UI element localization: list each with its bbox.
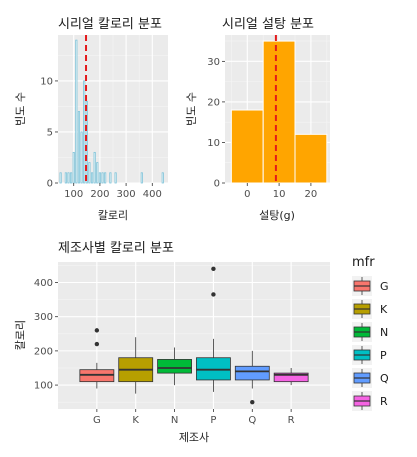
manufacturer-boxplot-x-tick-label: R — [288, 415, 295, 426]
sugar-histogram: 0 10 20 0 10 20 30 시리얼 설탕 분포 설탕(g) 빈도 수 — [185, 17, 330, 222]
legend-item-K: K — [352, 299, 388, 319]
calorie-histogram-bar — [101, 172, 104, 184]
calorie-histogram-bar — [93, 151, 96, 184]
calorie-histogram-bar — [96, 162, 99, 184]
calorie-histogram-bar — [83, 80, 86, 184]
boxplot-box — [234, 365, 270, 381]
calorie-histogram-bar — [88, 162, 91, 184]
calorie-histogram-bar — [70, 172, 73, 184]
sugar-histogram-y-tick-label: 10 — [207, 138, 220, 149]
calorie-histogram-ylabel: 빈도 수 — [14, 92, 27, 126]
legend-label: N — [380, 326, 388, 339]
legend-label: P — [380, 349, 387, 362]
legend-label: K — [380, 303, 388, 316]
boxplot-outlier — [211, 266, 216, 272]
manufacturer-boxplot-y-tick-label: 300 — [34, 312, 53, 323]
calorie-histogram-y-tick-label: 5 — [47, 127, 53, 138]
manufacturer-boxplot-xlabel: 제조사 — [179, 431, 209, 444]
boxplot-Q — [234, 350, 270, 405]
sugar-histogram-y-tick-label: 0 — [214, 179, 220, 190]
calorie-histogram-bar — [90, 172, 94, 184]
sugar-histogram-x-tick-label: 20 — [305, 189, 318, 200]
legend-label: R — [380, 395, 388, 408]
manufacturer-boxplot-x-tick-label: K — [132, 415, 139, 426]
manufacturer-boxplot-x-tick-label: N — [171, 415, 178, 426]
calorie-histogram-title: 시리얼 칼로리 분포 — [58, 17, 162, 32]
calorie-histogram-bar — [80, 131, 83, 184]
manufacturer-boxplot-x-tick-label: G — [93, 415, 101, 426]
calorie-histogram-x-tick-label: 100 — [64, 189, 83, 200]
boxplot-box — [273, 372, 309, 383]
boxplot-R — [273, 367, 309, 386]
sugar-histogram-xlabel: 설탕(g) — [259, 209, 295, 222]
calorie-histogram-x-tick-label: 300 — [117, 189, 136, 200]
calorie-histogram-bar — [140, 172, 143, 184]
boxplot-N — [157, 347, 192, 386]
legend-item-G: G — [352, 276, 389, 296]
manufacturer-boxplot-y-tick-label: 200 — [34, 346, 53, 357]
legend-item-P: P — [352, 345, 387, 365]
boxplot-K — [118, 337, 154, 394]
sugar-histogram-ylabel: 빈도 수 — [185, 92, 198, 126]
calorie-histogram: 100 200 300 400 0 5 10 시리얼 칼로리 분포 칼로리 빈도 수 — [14, 17, 168, 222]
sugar-histogram-x-tick-label: 0 — [244, 189, 250, 200]
calorie-histogram-bar — [72, 151, 75, 184]
calorie-histogram-bar — [85, 100, 88, 184]
boxplot-outlier — [250, 399, 255, 405]
sugar-histogram-title: 시리얼 설탕 분포 — [222, 17, 314, 32]
manufacturer-boxplot-panel — [58, 262, 330, 409]
calorie-histogram-x-tick-label: 400 — [143, 189, 162, 200]
calorie-histogram-y-tick-label: 0 — [47, 179, 53, 190]
legend-label: G — [380, 280, 389, 293]
calorie-histogram-bar — [109, 172, 112, 184]
boxplot-outlier — [94, 328, 100, 333]
legend-title: mfr — [352, 255, 375, 270]
calorie-histogram-bar — [67, 172, 70, 184]
legend-item-Q: Q — [352, 368, 389, 388]
sugar-histogram-y-tick-label: 20 — [207, 97, 220, 108]
boxplot-outlier — [94, 341, 100, 347]
calorie-histogram-bar — [104, 172, 107, 184]
manufacturer-boxplot-y-tick-label: 100 — [34, 381, 53, 392]
calorie-histogram-bar — [98, 172, 101, 184]
calorie-histogram-bar — [59, 172, 62, 184]
calorie-histogram-bar — [77, 111, 81, 184]
calorie-histogram-bar — [64, 172, 67, 184]
sugar-histogram-bar — [262, 40, 296, 184]
manufacturer-boxplot-x-tick-label: P — [210, 415, 216, 426]
calorie-histogram-bar — [161, 172, 164, 184]
sugar-histogram-x-tick-label: 10 — [273, 189, 286, 200]
boxplot-outlier — [211, 292, 216, 297]
sugar-histogram-y-tick-label: 30 — [207, 57, 220, 68]
sugar-histogram-bar — [294, 133, 328, 184]
manufacturer-boxplot-x-tick-label: Q — [248, 415, 256, 426]
calorie-histogram-bar — [75, 39, 78, 184]
legend-label: Q — [380, 372, 389, 385]
legend-item-R: R — [352, 391, 388, 411]
calorie-histogram-x-tick-label: 200 — [90, 189, 109, 200]
sugar-histogram-bar — [230, 109, 264, 184]
manufacturer-boxplot-title: 제조사별 칼로리 분포 — [58, 241, 174, 256]
calorie-histogram-bar — [114, 172, 117, 184]
boxplot-G — [79, 328, 115, 389]
boxplot-P — [196, 266, 231, 392]
calorie-histogram-y-tick-label: 10 — [40, 76, 53, 87]
legend-item-N: N — [352, 322, 388, 342]
manufacturer-boxplot-ylabel: 칼로리 — [14, 320, 27, 350]
boxplot-box — [157, 359, 192, 374]
calorie-histogram-xlabel: 칼로리 — [98, 209, 128, 222]
manufacturer-boxplot-y-tick-label: 400 — [34, 278, 53, 289]
